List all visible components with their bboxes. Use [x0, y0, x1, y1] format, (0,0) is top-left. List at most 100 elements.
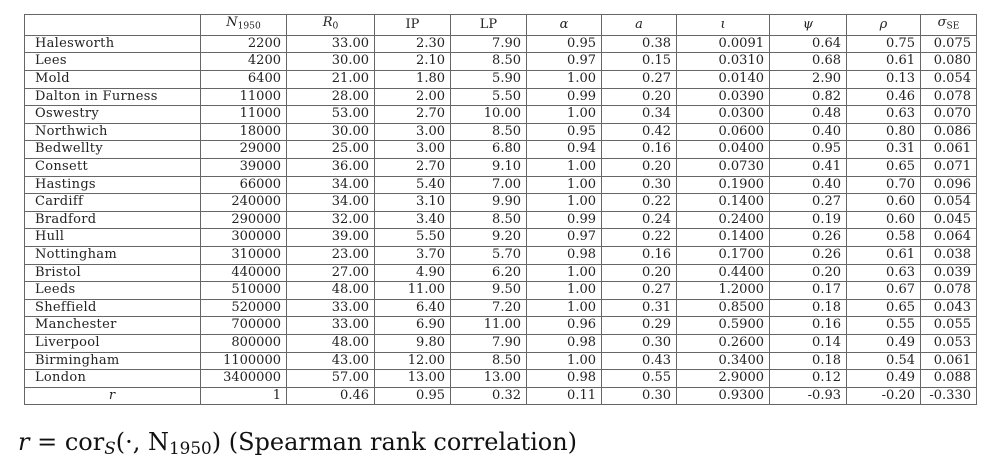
table-row: Liverpool 800000 48.00 9.80 7.90 0.98 0.30 0.26…	[24, 333, 977, 353]
value-cell: 0.0091	[676, 34, 770, 54]
value-cell: 0.30	[601, 175, 677, 195]
value-cell: 0.5900	[676, 316, 770, 335]
value-cell: 0.20	[769, 263, 847, 283]
value-cell: 7.20	[450, 298, 527, 318]
value-cell: 39.00	[286, 228, 375, 247]
value-cell: 0.22	[601, 228, 677, 247]
value-cell: 0.088	[920, 369, 977, 388]
value-cell: 0.17	[769, 281, 847, 300]
correlation-label-cell: r	[24, 386, 201, 406]
value-cell: 2.10	[374, 52, 451, 72]
header-subscript: SE	[946, 21, 960, 32]
value-cell: 11000	[200, 87, 287, 107]
town-name-cell: Bedwellty	[24, 140, 201, 160]
value-cell: 18000	[200, 122, 287, 142]
value-cell: 43.00	[286, 351, 375, 371]
statistics-table: N1950 R0 IP LP α a ι ψ ρ σSE Halesworth 2200 33.00 2…	[24, 14, 977, 406]
table-row: Oswestry 11000 53.00 2.70 10.00 1.00 0.34 0.030…	[24, 105, 977, 124]
correlation-value-cell: -0.330	[920, 386, 977, 406]
value-cell: 520000	[200, 298, 287, 318]
value-cell: 0.1700	[676, 245, 770, 265]
value-cell: 0.045	[920, 210, 977, 230]
value-cell: 3.00	[374, 140, 451, 160]
value-cell: 29000	[200, 140, 287, 160]
value-cell: 0.98	[526, 369, 602, 388]
value-cell: 0.20	[601, 158, 677, 177]
caption-note: (Spearman rank correlation)	[228, 428, 578, 456]
town-name-cell: Dalton in Furness	[24, 87, 201, 107]
value-cell: 0.0140	[676, 70, 770, 89]
table-row: Bristol 440000 27.00 4.90 6.20 1.00 0.20 0.4400…	[24, 263, 977, 283]
value-cell: 0.080	[920, 52, 977, 72]
caption-r-symbol: r	[18, 428, 30, 456]
table-row: Hull 300000 39.00 5.50 9.20 0.97 0.22 0.1400 0.2…	[24, 228, 977, 247]
value-cell: 0.42	[601, 122, 677, 142]
value-cell: 0.98	[526, 333, 602, 353]
value-cell: 800000	[200, 333, 287, 353]
value-cell: 48.00	[286, 333, 375, 353]
correlation-value-cell: -0.20	[846, 386, 921, 406]
value-cell: 5.50	[450, 87, 527, 107]
value-cell: 0.30	[601, 333, 677, 353]
value-cell: 1.00	[526, 193, 602, 212]
value-cell: 0.46	[846, 87, 921, 107]
value-cell: 10.00	[450, 105, 527, 124]
value-cell: 0.60	[846, 193, 921, 212]
header-cell: σSE	[920, 14, 977, 36]
value-cell: 0.43	[601, 351, 677, 371]
value-cell: 0.26	[769, 245, 847, 265]
correlation-value-cell: 0.9300	[676, 386, 770, 406]
value-cell: 0.94	[526, 140, 602, 160]
value-cell: 3.10	[374, 193, 451, 212]
value-cell: 0.61	[846, 245, 921, 265]
header-subscript: 1950	[237, 21, 261, 32]
town-name-cell: Leeds	[24, 281, 201, 300]
town-name-cell: Halesworth	[24, 34, 201, 54]
value-cell: 0.58	[846, 228, 921, 247]
value-cell: 7.00	[450, 175, 527, 195]
town-name-cell: Bradford	[24, 210, 201, 230]
value-cell: 1100000	[200, 351, 287, 371]
value-cell: 25.00	[286, 140, 375, 160]
table-row: Bedwellty 29000 25.00 3.00 6.80 0.94 0.16 0.040…	[24, 140, 977, 160]
value-cell: 2.30	[374, 34, 451, 54]
value-cell: 1.00	[526, 105, 602, 124]
header-cell: a	[601, 14, 677, 36]
value-cell: 0.95	[526, 34, 602, 54]
value-cell: 1.2000	[676, 281, 770, 300]
value-cell: 5.40	[374, 175, 451, 195]
value-cell: 0.27	[601, 70, 677, 89]
value-cell: 0.34	[601, 105, 677, 124]
value-cell: 1.00	[526, 298, 602, 318]
table-row: Hastings 66000 34.00 5.40 7.00 1.00 0.30 0.1900…	[24, 175, 977, 195]
value-cell: 300000	[200, 228, 287, 247]
table-row: Lees 4200 30.00 2.10 8.50 0.97 0.15 0.0310 0.68 0…	[24, 52, 977, 72]
value-cell: 0.55	[846, 316, 921, 335]
value-cell: 0.29	[601, 316, 677, 335]
value-cell: 3400000	[200, 369, 287, 388]
header-cell-empty	[24, 14, 201, 36]
table-row: Leeds 510000 48.00 11.00 9.50 1.00 0.27 1.2000 0…	[24, 281, 977, 300]
header-cell: R0	[286, 14, 375, 36]
value-cell: 0.16	[769, 316, 847, 335]
value-cell: 13.00	[450, 369, 527, 388]
caption-n-subscript: 1950	[168, 438, 212, 459]
table-row: Mold 6400 21.00 1.80 5.90 1.00 0.27 0.0140 2.90 0…	[24, 70, 977, 89]
value-cell: 9.20	[450, 228, 527, 247]
value-cell: 0.61	[846, 52, 921, 72]
correlation-value-cell: 0.95	[374, 386, 451, 406]
value-cell: 0.19	[769, 210, 847, 230]
value-cell: 3.00	[374, 122, 451, 142]
table-row: Northwich 18000 30.00 3.00 8.50 0.95 0.42 0.060…	[24, 122, 977, 142]
value-cell: 0.70	[846, 175, 921, 195]
value-cell: 6.20	[450, 263, 527, 283]
value-cell: 0.31	[846, 140, 921, 160]
value-cell: 0.096	[920, 175, 977, 195]
value-cell: 39000	[200, 158, 287, 177]
value-cell: 0.80	[846, 122, 921, 142]
town-name-cell: Hull	[24, 228, 201, 247]
value-cell: 0.67	[846, 281, 921, 300]
value-cell: 0.41	[769, 158, 847, 177]
town-name-cell: Bristol	[24, 263, 201, 283]
value-cell: 30.00	[286, 52, 375, 72]
